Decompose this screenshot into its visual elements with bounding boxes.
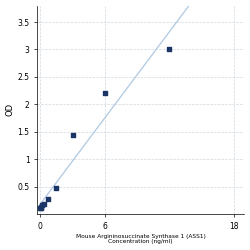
Y-axis label: OD: OD (6, 103, 15, 117)
Point (40, 204, 44, 208)
Point (70, 132, 74, 136)
Point (167, 48, 171, 52)
Point (39, 206, 43, 210)
X-axis label: Mouse Argininosuccinate Synthase 1 (ASS1)
Concentration (ng/ml): Mouse Argininosuccinate Synthase 1 (ASS1… (76, 234, 206, 244)
Point (54, 186, 58, 190)
Point (39, 205, 43, 209)
Point (38, 206, 42, 210)
Point (46, 197, 50, 201)
Point (42, 202, 46, 205)
Point (103, 92, 107, 96)
